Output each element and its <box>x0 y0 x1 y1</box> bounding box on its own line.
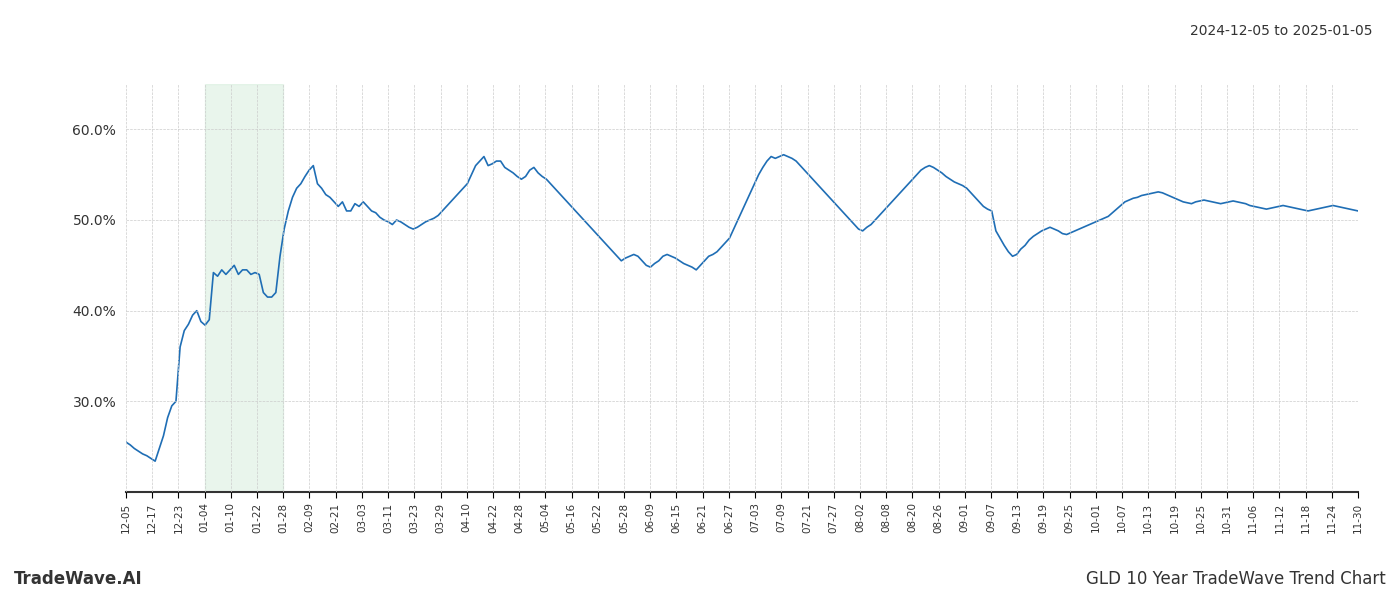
Text: 2024-12-05 to 2025-01-05: 2024-12-05 to 2025-01-05 <box>1190 24 1372 38</box>
Text: GLD 10 Year TradeWave Trend Chart: GLD 10 Year TradeWave Trend Chart <box>1086 570 1386 588</box>
Bar <box>204 84 283 492</box>
Text: TradeWave.AI: TradeWave.AI <box>14 570 143 588</box>
